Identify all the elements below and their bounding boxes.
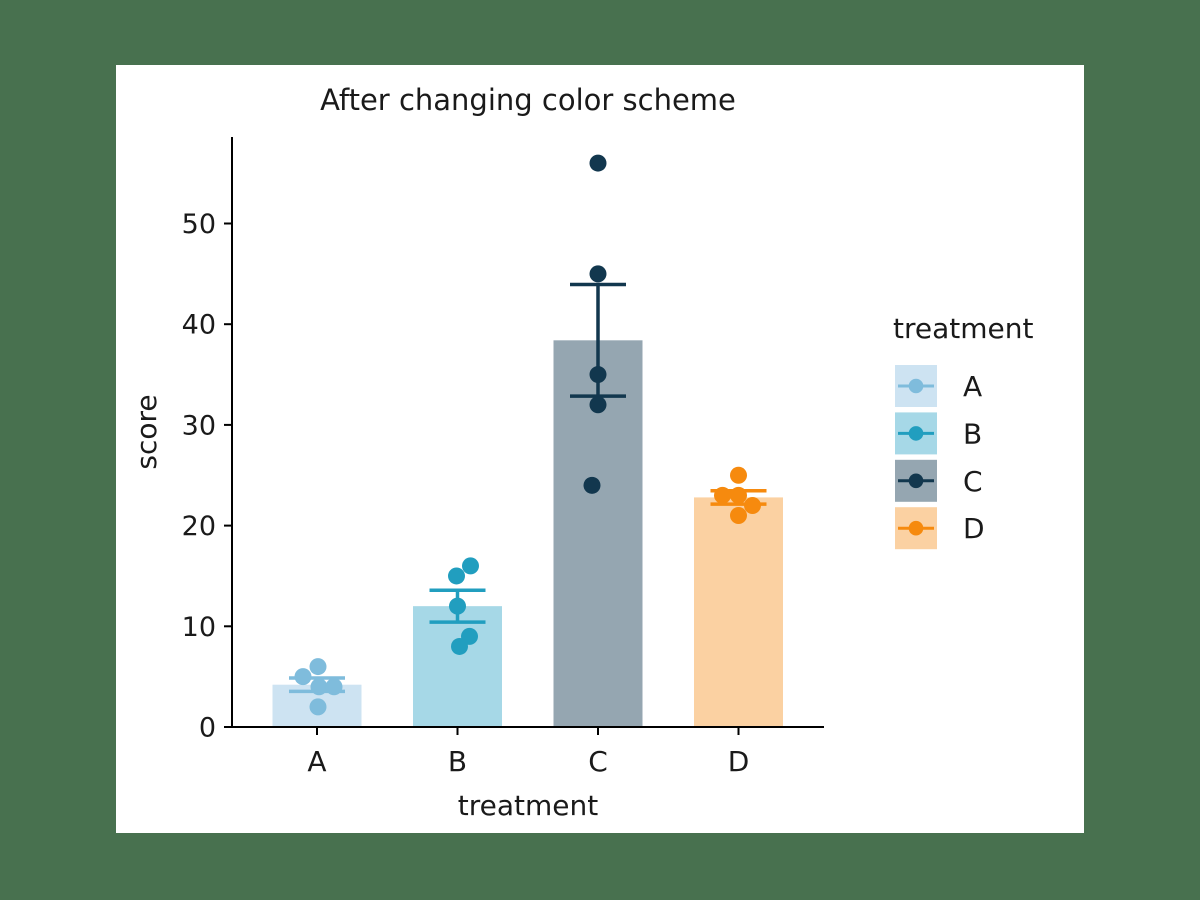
data-point-D (714, 486, 731, 504)
legend-label-A: A (963, 370, 982, 403)
y-axis-label: score (130, 394, 163, 469)
legend-swatch-dot-B (908, 426, 924, 441)
data-point-A (309, 658, 327, 676)
data-point-D (730, 507, 747, 525)
data-point-A (309, 698, 327, 716)
chart-title: After changing color scheme (320, 83, 736, 117)
legend-label-B: B (963, 417, 982, 450)
x-axis-label: treatment (458, 789, 598, 822)
data-point-C (589, 366, 607, 384)
data-point-A (310, 678, 328, 696)
bars-layer (272, 340, 783, 727)
data-point-B (462, 557, 479, 575)
data-point-B (449, 597, 466, 615)
legend-swatch-dot-A (908, 378, 924, 394)
axes-layer: 0 10 20 30 40 50 A B C D (182, 137, 824, 778)
y-tick-label-50: 50 (182, 209, 216, 240)
figure-canvas: After changing color scheme treatment sc… (116, 65, 1084, 833)
data-point-B (451, 637, 468, 655)
data-point-C (589, 265, 607, 283)
data-point-B (448, 567, 465, 585)
legend-label-C: C (963, 465, 983, 498)
y-tick-label-10: 10 (182, 612, 216, 643)
y-tick-label-30: 30 (182, 410, 216, 441)
x-tick-label-B: B (448, 745, 467, 778)
data-point-D (730, 466, 747, 484)
data-point-C (589, 396, 607, 414)
data-point-C (583, 476, 601, 494)
legend-entry-D: D (895, 507, 985, 550)
x-tick-label-C: C (588, 745, 608, 778)
chart: After changing color scheme treatment sc… (130, 83, 1033, 822)
legend-entry-B: B (895, 412, 982, 455)
x-tick-label-D: D (728, 745, 750, 778)
y-tick-label-40: 40 (182, 310, 216, 341)
data-point-D (744, 496, 761, 514)
legend-swatch-dot-D (908, 520, 924, 536)
x-tick-label-A: A (307, 745, 326, 778)
bar-D (694, 497, 783, 727)
data-point-A (325, 678, 343, 696)
data-points-layer (294, 154, 761, 716)
y-tick-label-20: 20 (182, 511, 216, 542)
data-point-A (294, 668, 312, 686)
legend-entry-C: C (895, 459, 983, 502)
data-point-C (589, 154, 607, 172)
bar-B (413, 606, 502, 727)
legend-entry-A: A (895, 365, 982, 407)
legend-label-D: D (963, 512, 985, 545)
legend-swatch-dot-C (908, 473, 924, 489)
y-tick-label-0: 0 (199, 713, 216, 744)
data-point-D (730, 486, 747, 504)
legend-title: treatment (893, 312, 1033, 345)
